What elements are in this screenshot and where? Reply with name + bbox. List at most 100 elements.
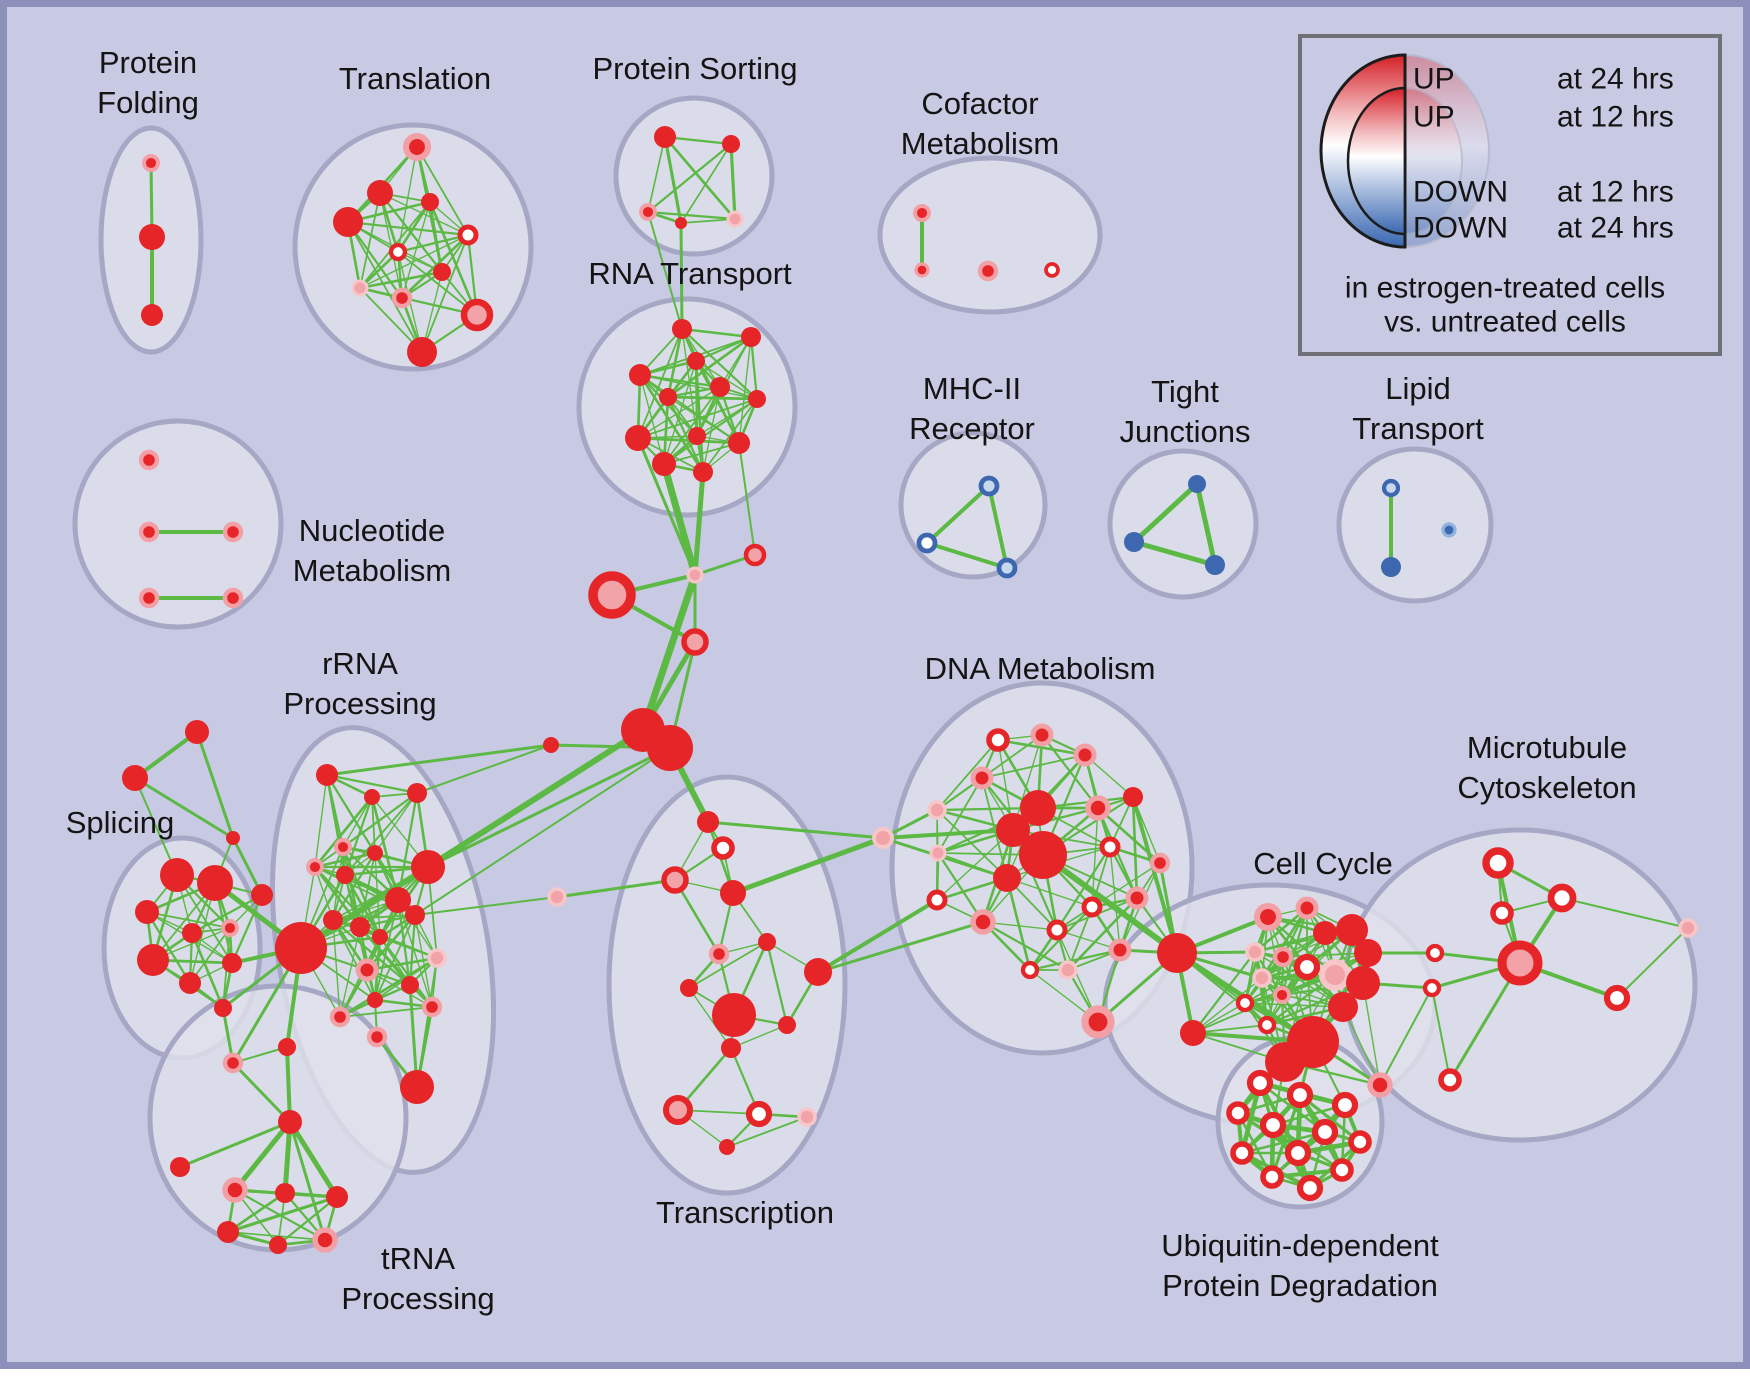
node-rt10 bbox=[728, 432, 750, 454]
node-r2 bbox=[364, 789, 380, 805]
edge-ch7-r3 bbox=[416, 744, 552, 794]
edge bbox=[428, 200, 479, 317]
node-s8 bbox=[222, 953, 242, 973]
node-ps2 bbox=[722, 135, 740, 153]
node-s5 bbox=[137, 944, 169, 976]
edge bbox=[1066, 896, 1139, 972]
node-u12 bbox=[1296, 1174, 1324, 1202]
edge-sp2-s1 bbox=[134, 777, 178, 876]
edge bbox=[230, 893, 264, 965]
node-mh1 bbox=[978, 475, 1000, 497]
node-tr12 bbox=[366, 1026, 388, 1048]
node-tx9 bbox=[712, 993, 756, 1037]
node-ps5 bbox=[726, 210, 744, 228]
node-u9 bbox=[1284, 1139, 1312, 1167]
cluster-label-trna-processing: tRNA Processing bbox=[341, 1241, 494, 1316]
edge bbox=[662, 397, 759, 466]
edge bbox=[401, 201, 431, 299]
node-cf1 bbox=[913, 204, 931, 222]
edge-mh1-mh2 bbox=[925, 484, 991, 545]
edge bbox=[359, 234, 469, 289]
node-nm5 bbox=[222, 587, 244, 609]
node-tx15 bbox=[719, 1139, 735, 1155]
node-t7 bbox=[433, 263, 451, 281]
edge bbox=[1131, 795, 1139, 900]
node-r6 bbox=[336, 866, 354, 884]
node-s7 bbox=[221, 919, 239, 937]
node-tr2 bbox=[278, 1038, 296, 1056]
node-ps4 bbox=[675, 217, 687, 229]
edge bbox=[190, 931, 225, 1010]
edge bbox=[1240, 1130, 1327, 1155]
node-rt1 bbox=[672, 319, 692, 339]
node-r1 bbox=[316, 764, 338, 786]
node-cc9 bbox=[1319, 959, 1351, 991]
node-sp3 bbox=[226, 831, 240, 845]
edge bbox=[332, 846, 344, 921]
node-t2 bbox=[367, 180, 393, 206]
node-nm4 bbox=[138, 587, 160, 609]
edge-ps3-rt1 bbox=[647, 211, 683, 330]
edge bbox=[729, 142, 737, 221]
node-cc15 bbox=[1257, 1015, 1277, 1035]
node-t6 bbox=[388, 242, 408, 262]
node-tx13 bbox=[745, 1100, 773, 1128]
edge bbox=[666, 395, 705, 474]
cluster-label-tight-junctions: Tight Junctions bbox=[1120, 374, 1251, 449]
edge bbox=[378, 935, 434, 1009]
node-d15 bbox=[970, 909, 996, 935]
node-d18 bbox=[1108, 938, 1132, 962]
edge-rt11-ch1 bbox=[660, 460, 699, 579]
node-r16 bbox=[401, 976, 419, 994]
edge bbox=[325, 773, 377, 855]
node-rt3 bbox=[687, 352, 705, 370]
node-r10 bbox=[323, 910, 343, 930]
edge bbox=[146, 911, 231, 929]
edge-tr1-tr3 bbox=[231, 1061, 292, 1124]
edge bbox=[313, 795, 374, 869]
edge-tj1-tj3 bbox=[1194, 481, 1218, 568]
nodes bbox=[122, 126, 1698, 1254]
node-cc3 bbox=[1313, 921, 1337, 945]
edge bbox=[359, 926, 433, 1008]
node-d8 bbox=[1020, 790, 1056, 826]
node-u7 bbox=[1348, 1130, 1372, 1154]
cluster-ellipse-trna-processing bbox=[147, 983, 409, 1253]
node-r5 bbox=[306, 858, 324, 876]
edge bbox=[347, 221, 423, 353]
node-r3 bbox=[407, 783, 427, 803]
node-rH bbox=[275, 922, 327, 974]
edge bbox=[936, 829, 1014, 901]
node-r13 bbox=[405, 905, 425, 925]
cluster-label-lipid-transport: Lipid Transport bbox=[1352, 371, 1484, 446]
node-cc13 bbox=[1346, 966, 1380, 1000]
cluster-ellipse-translation bbox=[292, 122, 534, 372]
node-r7 bbox=[367, 845, 383, 861]
edge-ps4-rt1 bbox=[679, 221, 684, 331]
node-d1 bbox=[986, 728, 1010, 752]
node-tx10 bbox=[778, 1016, 796, 1034]
node-rt6 bbox=[659, 388, 677, 406]
edge-tx0-tx3 bbox=[555, 878, 677, 899]
edge-d15-tx8 bbox=[816, 920, 985, 974]
legend-time-1: at 12 hrs bbox=[1557, 101, 1674, 134]
cluster-labels: Protein Folding Translation Protein Sorting… bbox=[66, 45, 1637, 1316]
edge bbox=[680, 327, 759, 401]
cluster-ellipse-tight-junctions bbox=[1107, 448, 1259, 600]
node-cc7 bbox=[1272, 946, 1294, 968]
edge bbox=[646, 210, 737, 221]
node-cc4 bbox=[1336, 914, 1368, 946]
edge-r8-ch6 bbox=[426, 746, 672, 869]
node-rt4 bbox=[629, 364, 651, 386]
edge bbox=[1282, 952, 1369, 958]
node-mt4 bbox=[1497, 940, 1543, 986]
node-dc bbox=[872, 827, 894, 849]
edge bbox=[1270, 1093, 1302, 1179]
node-tx4 bbox=[720, 880, 746, 906]
node-tx8 bbox=[804, 958, 832, 986]
edge-mt2-mt9 bbox=[1561, 897, 1689, 929]
edge bbox=[226, 1191, 287, 1234]
edge bbox=[1005, 876, 1032, 972]
node-t1 bbox=[402, 132, 432, 162]
node-tx2 bbox=[711, 836, 735, 860]
